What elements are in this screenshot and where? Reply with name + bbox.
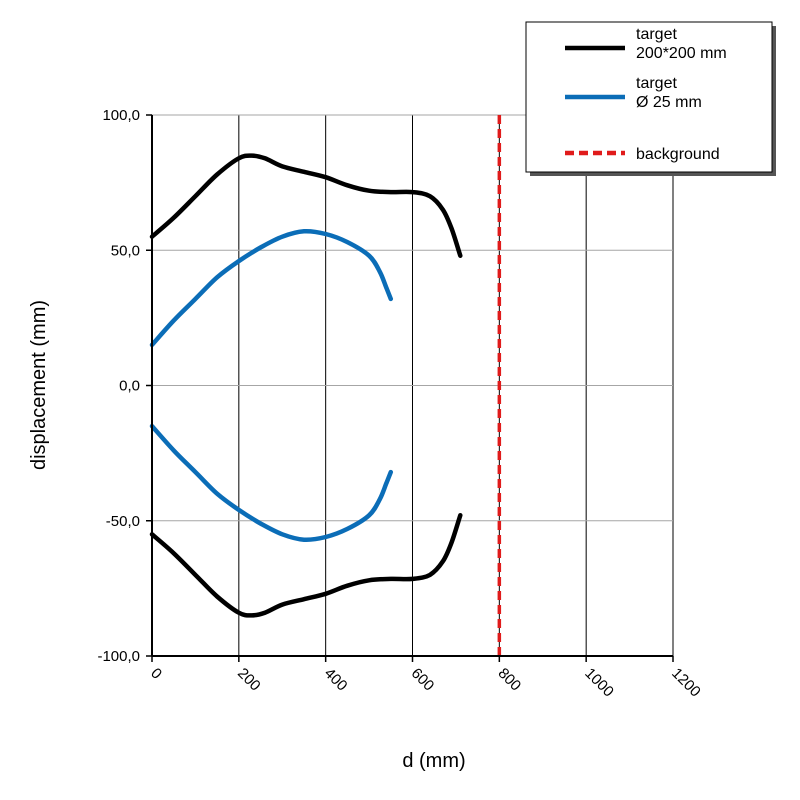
- x-tick-label: 0: [147, 665, 165, 683]
- legend-label-2: background: [636, 146, 720, 163]
- series: [149, 115, 502, 656]
- x-tick-label: 1200: [668, 665, 704, 701]
- y-tick-label: 0,0: [119, 378, 140, 395]
- series-0-lower-line: [149, 513, 463, 618]
- y-tick-label: -50,0: [106, 513, 140, 530]
- x-tick-label: 200: [234, 665, 264, 695]
- y-tick-label: 50,0: [111, 242, 140, 259]
- grid: [152, 114, 674, 656]
- x-tick-label: 1000: [581, 665, 617, 701]
- x-tick-label: 800: [495, 665, 525, 695]
- legend: target 200*200 mm target Ø 25 mm background: [525, 21, 776, 176]
- x-tick-label: 600: [408, 665, 438, 695]
- axes: [146, 114, 674, 662]
- y-axis-title: displacement (mm): [28, 300, 50, 470]
- y-tick-label: -100,0: [97, 648, 140, 665]
- series-0-upper-line: [149, 153, 463, 258]
- y-tick-label: 100,0: [102, 107, 140, 124]
- tick-labels: 100,0 50,0 0,0 -50,0 -100,0 0 200 400 600 800 1000…: [97, 107, 703, 700]
- x-tick-label: 400: [321, 665, 351, 695]
- x-axis-title: d (mm): [402, 750, 465, 772]
- legend-label-0: target 200*200 mm: [636, 26, 727, 62]
- series-1-lower-line: [149, 423, 394, 543]
- series-1-upper-line: [149, 228, 394, 348]
- legend-label-1: target Ø 25 mm: [636, 75, 702, 111]
